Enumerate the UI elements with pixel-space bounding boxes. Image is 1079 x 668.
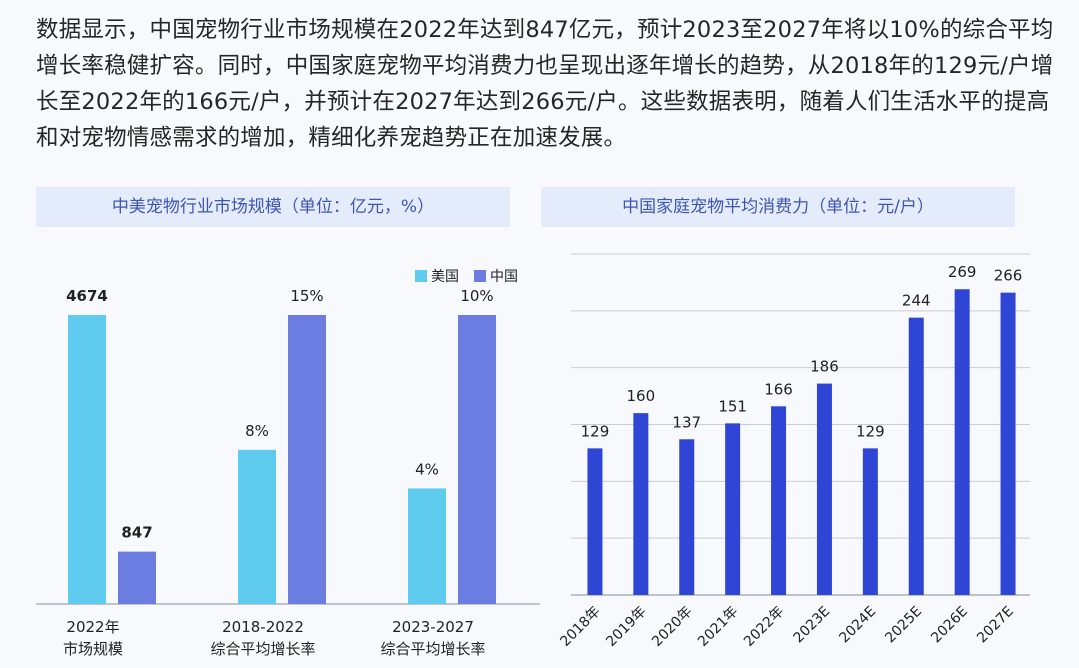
x-tick-label-2-1: 综合平均增长率	[380, 640, 485, 658]
x-tick-label-0-1: 市场规模	[63, 640, 123, 658]
bar-us-2	[408, 488, 446, 604]
data-label-china-2: 10%	[460, 287, 493, 305]
data-label-spending-2: 137	[672, 413, 701, 431]
x-tick-label-spending-2: 2020年	[649, 604, 695, 650]
x-tick-label-spending-0: 2018年	[557, 604, 603, 650]
legend-label-china: 中国	[490, 269, 518, 285]
x-tick-label-spending-8: 2026E	[928, 604, 971, 647]
bar-us-1	[238, 449, 276, 604]
bar-spending-9	[1000, 292, 1016, 595]
x-tick-label-spending-5: 2023E	[791, 604, 834, 647]
bar-china-0	[118, 551, 156, 604]
right-chart-title: 中国家庭宠物平均消费力（单位：元/户）	[541, 187, 1015, 227]
intro-paragraph: 数据显示，中国宠物行业市场规模在2022年达到847亿元，预计2023至2027…	[36, 17, 1054, 151]
x-tick-label-0-0: 2022年	[66, 618, 119, 636]
data-label-spending-6: 129	[856, 422, 885, 440]
data-label-us-2: 4%	[415, 460, 439, 478]
data-label-spending-0: 129	[581, 422, 610, 440]
data-label-spending-4: 166	[764, 380, 793, 398]
x-tick-label-1-0: 2018-2022	[222, 618, 304, 636]
bar-spending-1	[633, 413, 649, 595]
bar-spending-3	[725, 423, 741, 595]
data-label-china-0: 847	[121, 524, 152, 542]
data-label-us-1: 8%	[245, 422, 269, 440]
bar-spending-0	[587, 448, 603, 595]
data-label-spending-5: 186	[810, 358, 839, 376]
legend-swatch-us	[415, 270, 427, 282]
bar-spending-2	[679, 439, 695, 595]
bar-spending-5	[816, 383, 832, 595]
legend-label-us: 美国	[431, 269, 459, 285]
bar-spending-6	[862, 448, 878, 595]
x-tick-label-spending-7: 2025E	[882, 604, 925, 647]
data-label-china-1: 15%	[290, 287, 323, 305]
bar-us-0	[68, 315, 106, 604]
legend-swatch-china	[474, 270, 486, 282]
bar-china-1	[288, 315, 326, 604]
left-chart-title: 中美宠物行业市场规模（单位：亿元，%）	[36, 187, 510, 227]
x-tick-label-spending-4: 2022年	[741, 604, 787, 650]
data-label-spending-7: 244	[902, 292, 931, 310]
x-tick-label-1-1: 综合平均增长率	[210, 640, 315, 658]
data-label-spending-8: 269	[948, 263, 977, 281]
bar-china-2	[458, 315, 496, 604]
bar-spending-4	[771, 406, 787, 595]
data-label-spending-3: 151	[718, 397, 747, 415]
data-label-spending-9: 266	[994, 267, 1023, 285]
x-tick-label-2-0: 2023-2027	[392, 618, 474, 636]
x-tick-label-spending-3: 2021年	[695, 604, 741, 650]
bar-spending-8	[954, 289, 970, 595]
data-label-spending-1: 160	[627, 387, 656, 405]
x-tick-label-spending-1: 2019年	[603, 604, 649, 650]
x-tick-label-spending-9: 2027E	[974, 604, 1017, 647]
data-label-us-0: 4674	[66, 287, 108, 305]
bar-spending-7	[908, 317, 924, 595]
x-tick-label-spending-6: 2024E	[836, 604, 879, 647]
